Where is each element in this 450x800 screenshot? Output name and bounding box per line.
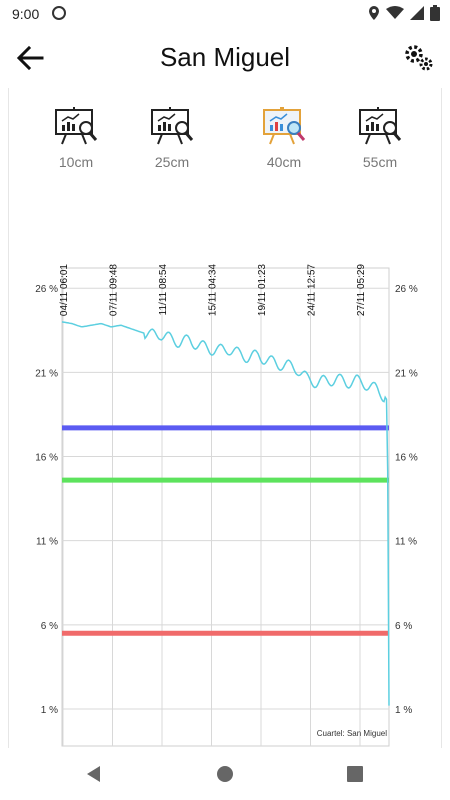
x-tick-label: 07/11 09:48: [109, 264, 120, 317]
tab-55cm[interactable]: 55cm: [335, 106, 425, 186]
arrow-left-icon: [16, 45, 44, 71]
x-tick-label: 04/11 06:01: [59, 264, 70, 317]
y-tick-label-left: 6 %: [41, 621, 58, 632]
y-tick-label-left: 1 %: [41, 705, 58, 716]
x-tick-label: 11/11 08:54: [158, 264, 169, 316]
y-tick-label-right: 1 %: [395, 705, 412, 716]
chart-annotation: Cuartel: San Miguel: [317, 729, 387, 738]
tab-25cm[interactable]: 25cm: [127, 106, 217, 186]
x-tick-label: 15/11 04:34: [208, 264, 219, 317]
y-tick-label-left: 11 %: [36, 537, 58, 548]
y-tick-label-right: 26 %: [395, 284, 418, 295]
y-tick-label-right: 21 %: [395, 368, 418, 379]
chart-presentation-icon: [151, 107, 194, 145]
status-bar: 9:00: [0, 0, 450, 28]
chart-area: 26 % 26 % 21 % 21 % 16 % 16 % 11 % 11 % 6 % 6 % 1 …: [9, 198, 443, 748]
y-tick-label-left: 16 %: [35, 453, 58, 464]
y-tick-label-left: 21 %: [35, 368, 58, 379]
content-panel: 10cm 25cm 40cm: [8, 88, 442, 748]
tab-40cm[interactable]: 40cm: [239, 106, 329, 186]
plot-frame: [61, 267, 390, 747]
nav-recents-icon: [347, 766, 363, 782]
tab-label: 25cm: [154, 154, 190, 170]
chart-presentation-color-icon: [263, 107, 306, 145]
moisture-chart: 26 % 26 % 21 % 21 % 16 % 16 % 11 % 11 % 6 % 6 % 1 …: [35, 264, 418, 747]
tab-label: 40cm: [266, 154, 302, 170]
nav-home-button[interactable]: [213, 762, 237, 786]
battery-icon: [430, 5, 440, 21]
wifi-icon: [386, 6, 404, 19]
status-time: 9:00: [12, 6, 40, 22]
app-notification-icon: [52, 6, 66, 20]
x-tick-label: 19/11 01:23: [257, 264, 268, 317]
nav-back-icon: [87, 766, 100, 782]
signal-icon: [410, 6, 424, 20]
navigation-bar: [0, 748, 450, 800]
chart-presentation-icon: [55, 107, 98, 145]
page-title: San Miguel: [159, 42, 291, 72]
y-tick-label-right: 16 %: [395, 453, 418, 464]
y-tick-label-right: 6 %: [395, 621, 412, 632]
back-button[interactable]: [12, 40, 48, 76]
y-tick-label-right: 11 %: [395, 537, 417, 548]
y-tick-label-left: 26 %: [35, 284, 58, 295]
tab-10cm[interactable]: 10cm: [31, 106, 121, 186]
nav-back-button[interactable]: [82, 762, 106, 786]
status-icons: [368, 5, 440, 21]
tab-label: 55cm: [362, 154, 398, 170]
data-series-line: [61, 321, 390, 706]
tab-label: 10cm: [58, 154, 94, 170]
x-tick-label: 27/11 05:29: [356, 264, 367, 317]
settings-button[interactable]: [402, 40, 436, 74]
x-tick-label: 24/11 12:57: [307, 264, 318, 317]
nav-recents-button[interactable]: [343, 762, 367, 786]
nav-home-icon: [217, 766, 233, 782]
chart-presentation-icon: [359, 107, 402, 145]
gears-icon: [405, 45, 433, 71]
app-bar: San Miguel: [0, 28, 450, 88]
location-icon: [369, 6, 379, 20]
